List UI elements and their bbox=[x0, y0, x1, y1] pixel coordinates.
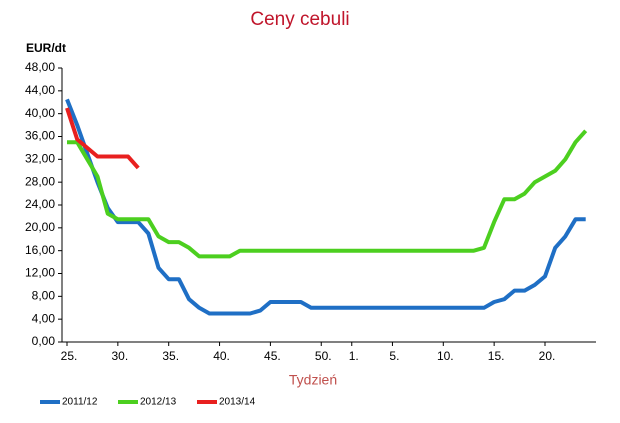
x-tick-label: 40. bbox=[213, 349, 230, 363]
legend-label: 2012/13 bbox=[140, 397, 177, 408]
y-tick-label: 40,00 bbox=[25, 106, 55, 120]
x-tick-label: 15. bbox=[488, 349, 505, 363]
x-tick-label: 35. bbox=[162, 349, 179, 363]
series-line bbox=[65, 98, 586, 316]
legend-label: 2011/12 bbox=[62, 397, 98, 408]
y-tick-label: 12,00 bbox=[25, 266, 55, 280]
y-tick-label: 16,00 bbox=[25, 243, 55, 257]
x-tick-label: 30. bbox=[112, 349, 129, 363]
x-tick-label: 10. bbox=[437, 349, 454, 363]
x-axis-label: Tydzień bbox=[289, 372, 337, 388]
x-tick-label: 25. bbox=[61, 349, 78, 363]
x-tick-label: 45. bbox=[264, 349, 281, 363]
legend-label: 2013/14 bbox=[219, 397, 256, 408]
x-tick-label: 50. bbox=[315, 349, 332, 363]
y-tick-label: 24,00 bbox=[25, 197, 55, 211]
y-tick-label: 0,00 bbox=[32, 334, 56, 348]
x-tick-label: 20. bbox=[539, 349, 556, 363]
y-tick-label: 20,00 bbox=[25, 220, 55, 234]
y-tick-label: 36,00 bbox=[25, 129, 55, 143]
y-tick-label: 8,00 bbox=[32, 289, 56, 303]
y-tick-label: 48,00 bbox=[25, 60, 55, 74]
y-tick-label: 32,00 bbox=[25, 152, 55, 166]
chart-title: Ceny cebuli bbox=[250, 9, 349, 30]
y-tick-label: 44,00 bbox=[25, 83, 55, 97]
y-axis-label: EUR/dt bbox=[26, 41, 66, 55]
y-tick-label: 28,00 bbox=[25, 174, 55, 188]
series-line bbox=[67, 129, 588, 259]
x-tick-label: 1. bbox=[349, 349, 359, 363]
x-tick-label: 5. bbox=[389, 349, 399, 363]
y-tick-label: 4,00 bbox=[32, 311, 56, 325]
series-line bbox=[65, 107, 140, 170]
